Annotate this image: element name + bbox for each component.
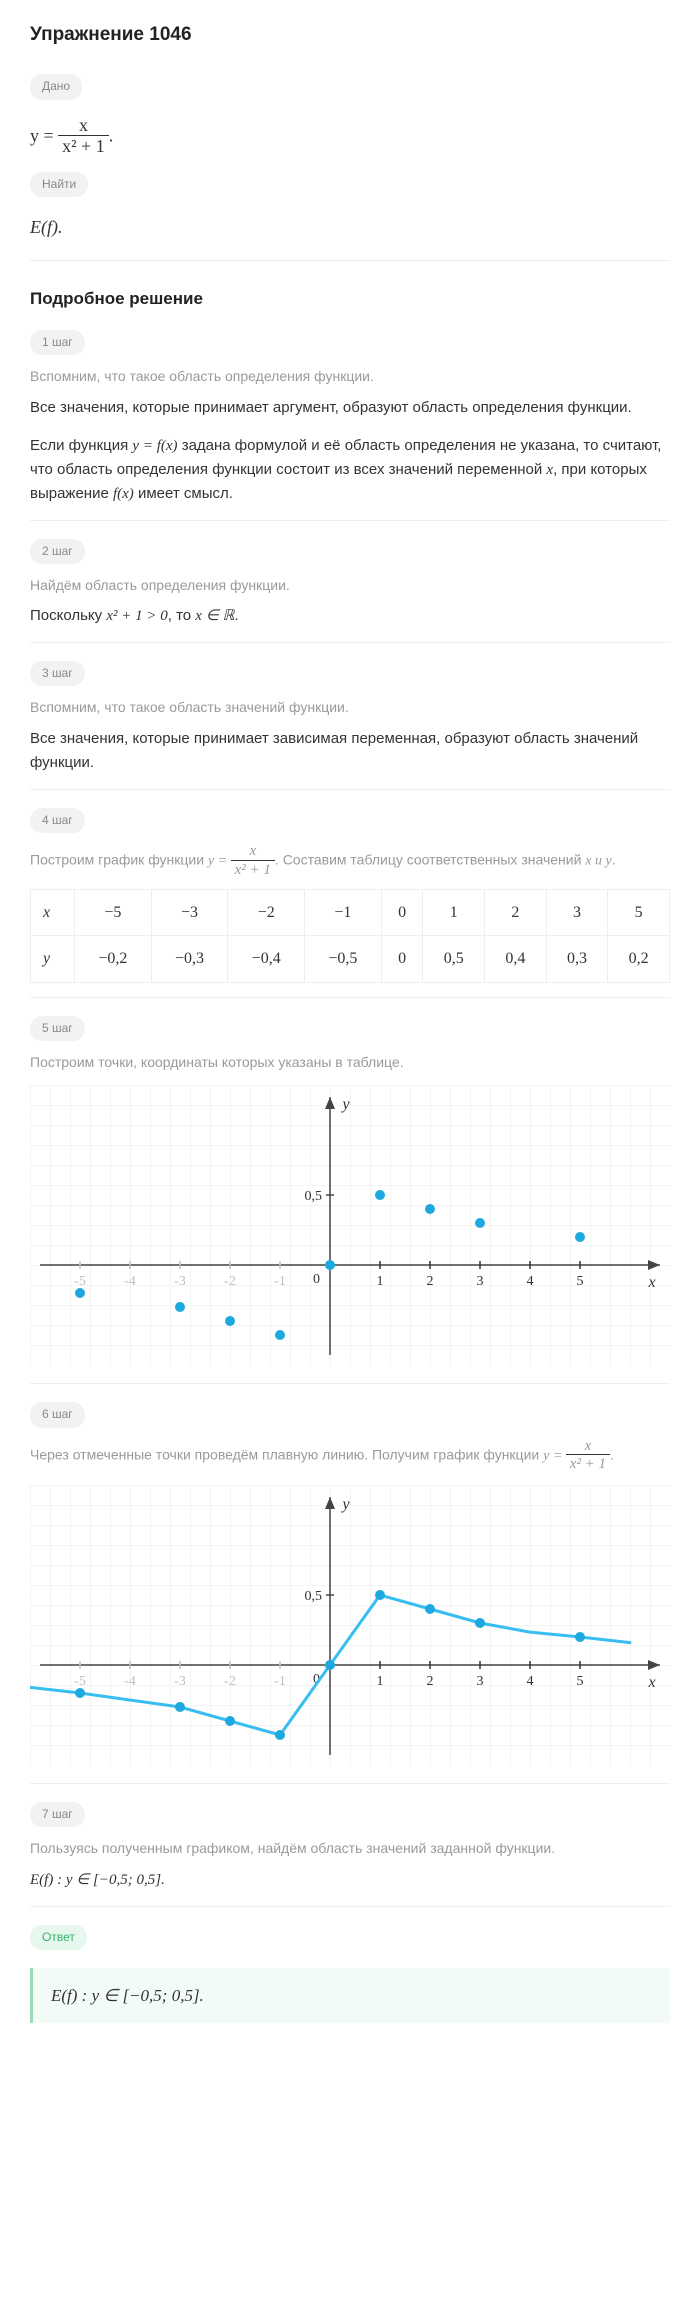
step-1-hint: Вспомним, что такое область определения … bbox=[30, 365, 670, 387]
step-separator bbox=[30, 1383, 670, 1384]
svg-text:-2: -2 bbox=[224, 1674, 236, 1689]
svg-text:1: 1 bbox=[377, 1674, 384, 1689]
svg-text:2: 2 bbox=[427, 1274, 434, 1289]
step-4-pill: 4 шаг bbox=[30, 808, 85, 833]
step-3-p1: Все значения, которые принимает зависима… bbox=[30, 727, 670, 775]
svg-text:-4: -4 bbox=[124, 1674, 136, 1689]
step-7-hint: Пользуясь полученным графиком, найдём об… bbox=[30, 1837, 670, 1859]
step-7-pill: 7 шаг bbox=[30, 1802, 85, 1827]
svg-text:-3: -3 bbox=[174, 1274, 186, 1289]
step-separator bbox=[30, 520, 670, 521]
step-separator bbox=[30, 1906, 670, 1907]
svg-text:-1: -1 bbox=[274, 1274, 286, 1289]
step-7-result: E(f) : y ∈ [−0,5; 0,5]. bbox=[30, 1868, 670, 1892]
data-table: x−5−3−2−101235y−0,2−0,3−0,4−0,500,50,40,… bbox=[30, 889, 670, 983]
svg-text:0,5: 0,5 bbox=[305, 1189, 323, 1204]
step-2-pill: 2 шаг bbox=[30, 539, 85, 564]
svg-text:x: x bbox=[647, 1674, 655, 1691]
step-3-hint: Вспомним, что такое область значений фун… bbox=[30, 696, 670, 718]
frac-den: x² + 1 bbox=[58, 136, 109, 158]
svg-text:y: y bbox=[340, 1496, 350, 1513]
solution-title: Подробное решение bbox=[30, 285, 670, 312]
svg-text:-5: -5 bbox=[74, 1274, 86, 1289]
step-6-pill: 6 шаг bbox=[30, 1402, 85, 1427]
step-4-hint: Построим график функции y = xx² + 1. Сос… bbox=[30, 843, 670, 879]
answer-pill: Ответ bbox=[30, 1925, 87, 1950]
svg-text:-4: -4 bbox=[124, 1274, 136, 1289]
svg-text:5: 5 bbox=[577, 1274, 584, 1289]
separator bbox=[30, 260, 670, 261]
given-formula: y = xx² + 1. bbox=[30, 116, 670, 158]
step-separator bbox=[30, 1783, 670, 1784]
svg-text:2: 2 bbox=[427, 1674, 434, 1689]
given-pill: Дано bbox=[30, 74, 82, 99]
svg-text:1: 1 bbox=[377, 1274, 384, 1289]
svg-text:0: 0 bbox=[313, 1272, 320, 1287]
chart-curve: -5-4-3-2-1123450,50xy bbox=[30, 1485, 670, 1765]
svg-text:-3: -3 bbox=[174, 1674, 186, 1689]
answer-text: E(f) : y ∈ [−0,5; 0,5]. bbox=[51, 1986, 204, 2005]
step-separator bbox=[30, 997, 670, 998]
find-value: E(f). bbox=[30, 213, 670, 242]
chart-points: -5 -4 -3 -2 -1 1 2 3 4 5 0,5 0 x y bbox=[30, 1085, 670, 1365]
svg-text:4: 4 bbox=[527, 1274, 534, 1289]
step-2-hint: Найдём область определения функции. bbox=[30, 574, 670, 596]
svg-text:-2: -2 bbox=[224, 1274, 236, 1289]
svg-text:5: 5 bbox=[577, 1674, 584, 1689]
frac-num: x bbox=[58, 116, 109, 137]
svg-text:3: 3 bbox=[477, 1274, 484, 1289]
svg-text:3: 3 bbox=[477, 1674, 484, 1689]
chart-svg-curve: -5-4-3-2-1123450,50xy bbox=[30, 1485, 670, 1765]
page-title: Упражнение 1046 bbox=[30, 20, 670, 50]
step-5-pill: 5 шаг bbox=[30, 1016, 85, 1041]
formula-prefix: y = bbox=[30, 125, 58, 145]
step-1-pill: 1 шаг bbox=[30, 330, 85, 355]
step-separator bbox=[30, 789, 670, 790]
svg-text:-5: -5 bbox=[74, 1674, 86, 1689]
step-3-pill: 3 шаг bbox=[30, 661, 85, 686]
step-1-p1: Все значения, которые принимает аргумент… bbox=[30, 396, 670, 420]
step-5-hint: Построим точки, координаты которых указа… bbox=[30, 1051, 670, 1073]
step-separator bbox=[30, 642, 670, 643]
svg-text:y: y bbox=[340, 1096, 350, 1113]
find-pill: Найти bbox=[30, 172, 88, 197]
answer-box: E(f) : y ∈ [−0,5; 0,5]. bbox=[30, 1968, 670, 2023]
svg-text:0,5: 0,5 bbox=[305, 1589, 323, 1604]
step-2-p: Поскольку x² + 1 > 0, то x ∈ ℝ. bbox=[30, 604, 670, 628]
step-1-p2: Если функция y = f(x) задана формулой и … bbox=[30, 434, 670, 506]
svg-text:-1: -1 bbox=[274, 1674, 286, 1689]
svg-text:4: 4 bbox=[527, 1674, 534, 1689]
svg-text:x: x bbox=[647, 1274, 655, 1291]
chart-svg-points: -5 -4 -3 -2 -1 1 2 3 4 5 0,5 0 x y bbox=[30, 1085, 670, 1365]
step-6-hint: Через отмеченные точки проведём плавную … bbox=[30, 1438, 670, 1474]
formula-dot: . bbox=[109, 125, 114, 145]
